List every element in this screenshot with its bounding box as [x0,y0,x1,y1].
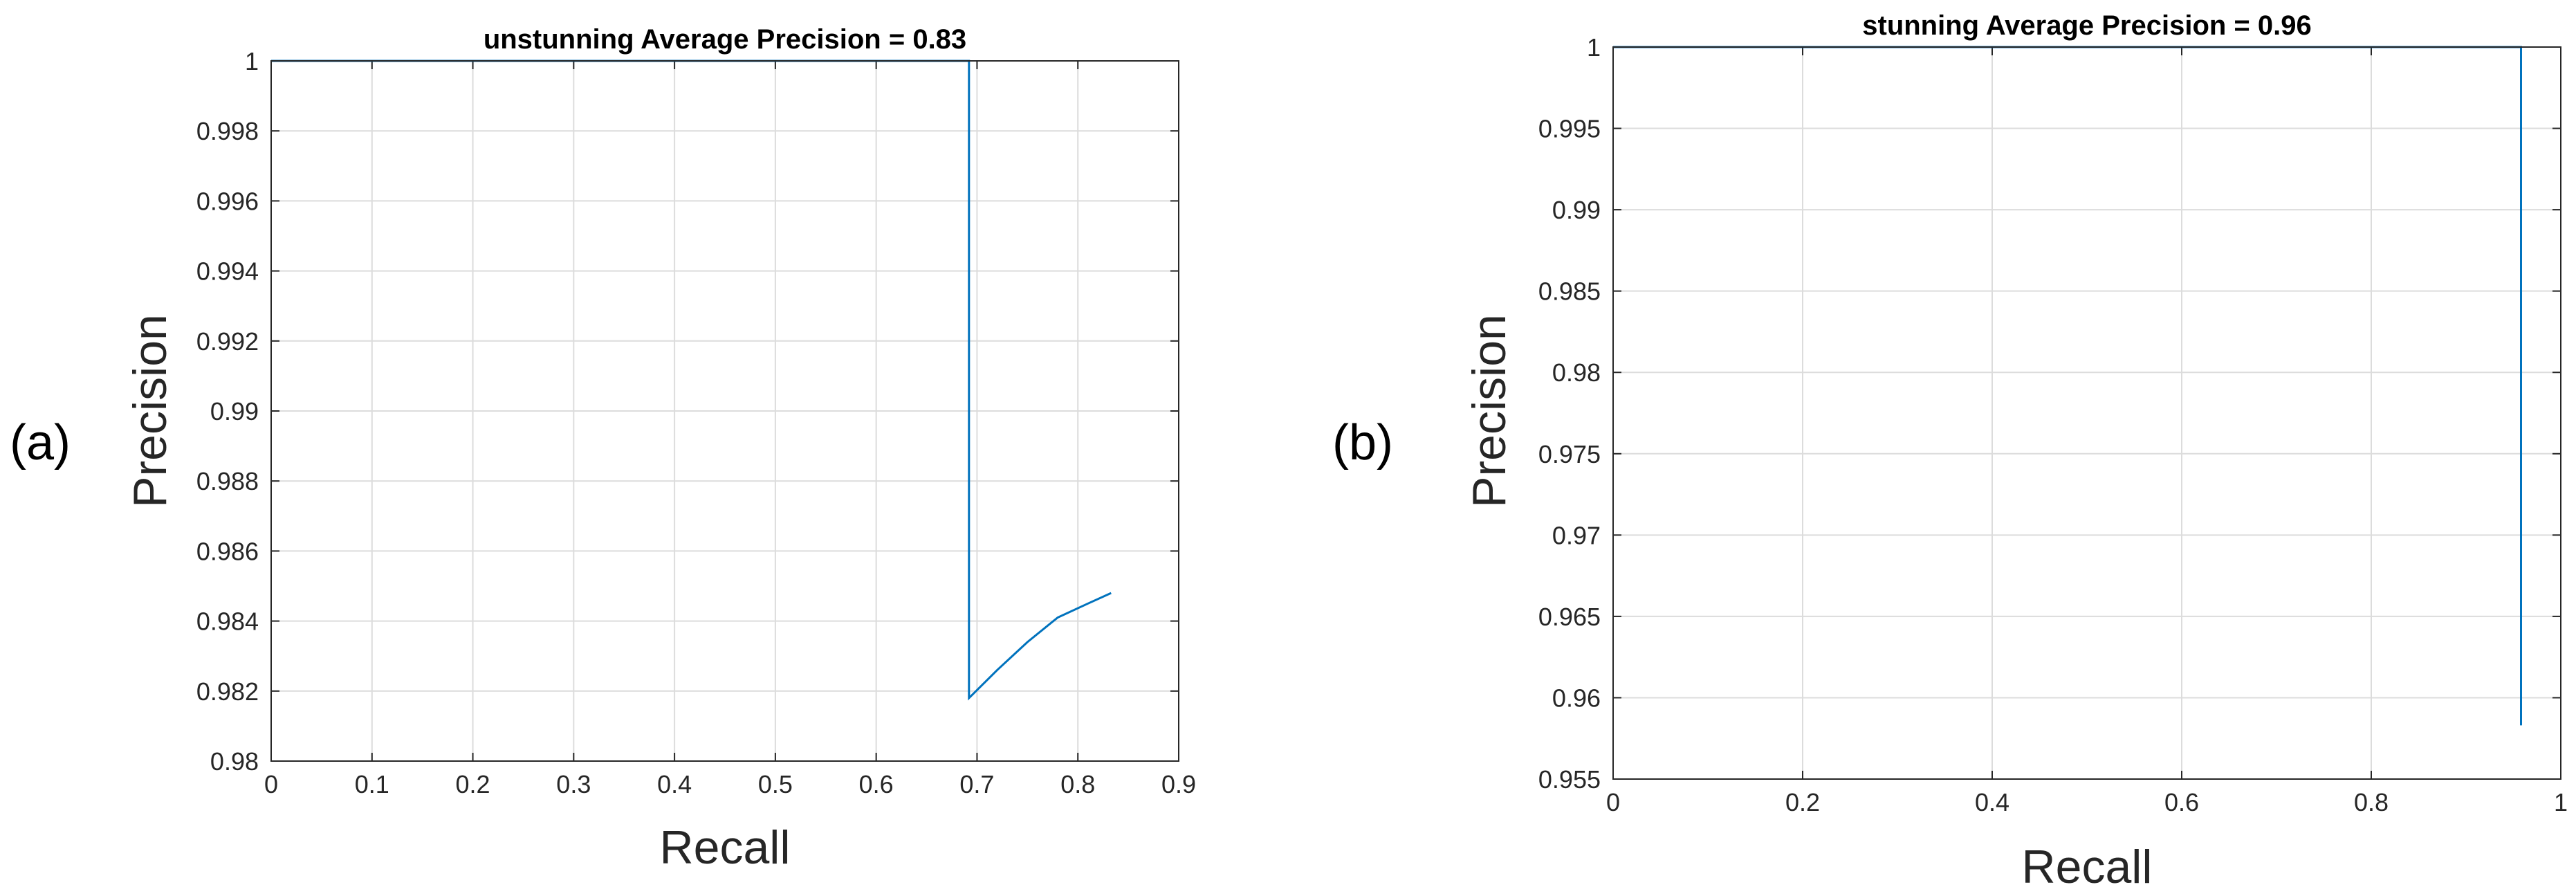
x-tick-label: 0.5 [758,770,793,798]
x-tick-label: 0.6 [859,770,894,798]
y-tick-label: 0.97 [1552,521,1601,549]
x-tick-label: 0.7 [959,770,994,798]
panel-label-a: (a) [10,415,71,470]
y-tick-label: 0.98 [1552,358,1601,387]
y-tick-label: 0.984 [196,607,259,636]
x-axis-label-b: Recall [2022,841,2153,893]
y-tick-label: 0.994 [196,257,259,286]
chart-b: 0 0.2 0.4 0.6 0.8 1 0.955 0.96 0.965 0.97 0.975 0.9… [1463,10,2568,893]
x-tick-label: 0.3 [556,770,591,798]
panel-label-b: (b) [1332,415,1393,470]
y-tick-label: 0.988 [196,467,259,495]
y-tick-label: 0.992 [196,327,259,356]
y-tick-label: 0.995 [1538,115,1601,143]
x-tick-label: 0.8 [1060,770,1095,798]
x-tick-label: 0.2 [1785,788,1820,816]
y-tick-label: 0.99 [1552,196,1601,224]
y-tick-label: 0.955 [1538,765,1601,794]
y-tick-label: 1 [1587,33,1601,62]
y-tick-label: 0.982 [196,677,259,706]
ticks-b: 0 0.2 0.4 0.6 0.8 1 0.955 0.96 0.965 0.97 0.975 0.9… [1538,33,2568,816]
y-axis-label-b: Precision [1463,314,1516,508]
x-axis-label-a: Recall [660,821,791,874]
pr-curve-line [271,60,1112,701]
y-tick-label: 1 [245,47,259,75]
chart-title-b: stunning Average Precision = 0.96 [1862,10,2312,41]
ticks-a: 0 0.1 0.2 0.3 0.4 0.5 0.6 0.7 0.8 0.9 0.98 0.982 0.9… [196,47,1196,798]
y-tick-label: 0.98 [210,747,259,776]
x-tick-label: 0 [264,770,278,798]
series-a [271,60,1112,701]
y-tick-label: 0.998 [196,117,259,145]
y-tick-label: 0.985 [1538,277,1601,306]
axes-box-a [270,60,1179,762]
x-tick-label: 0.2 [456,770,490,798]
y-tick-label: 0.96 [1552,684,1601,712]
x-tick-label: 0.8 [2354,788,2389,816]
chart-a: 0 0.1 0.2 0.3 0.4 0.5 0.6 0.7 0.8 0.9 0.98 0.982 0.9… [124,24,1196,874]
x-tick-label: 0.9 [1161,770,1196,798]
x-tick-label: 1 [2554,788,2568,816]
y-axis-label-a: Precision [124,314,176,508]
y-tick-label: 0.975 [1538,440,1601,468]
chart-title-a: unstunning Average Precision = 0.83 [484,24,966,55]
axes-box-b [1612,46,2561,780]
x-tick-label: 0.4 [657,770,692,798]
x-tick-label: 0.4 [1975,788,2009,816]
y-tick-label: 0.986 [196,537,259,565]
y-tick-label: 0.99 [210,397,259,426]
x-tick-label: 0.6 [2164,788,2199,816]
y-tick-label: 0.965 [1538,603,1601,631]
x-tick-label: 0.1 [355,770,389,798]
x-tick-label: 0 [1606,788,1620,816]
y-tick-label: 0.996 [196,187,259,215]
plot-area-b [1613,47,2561,779]
